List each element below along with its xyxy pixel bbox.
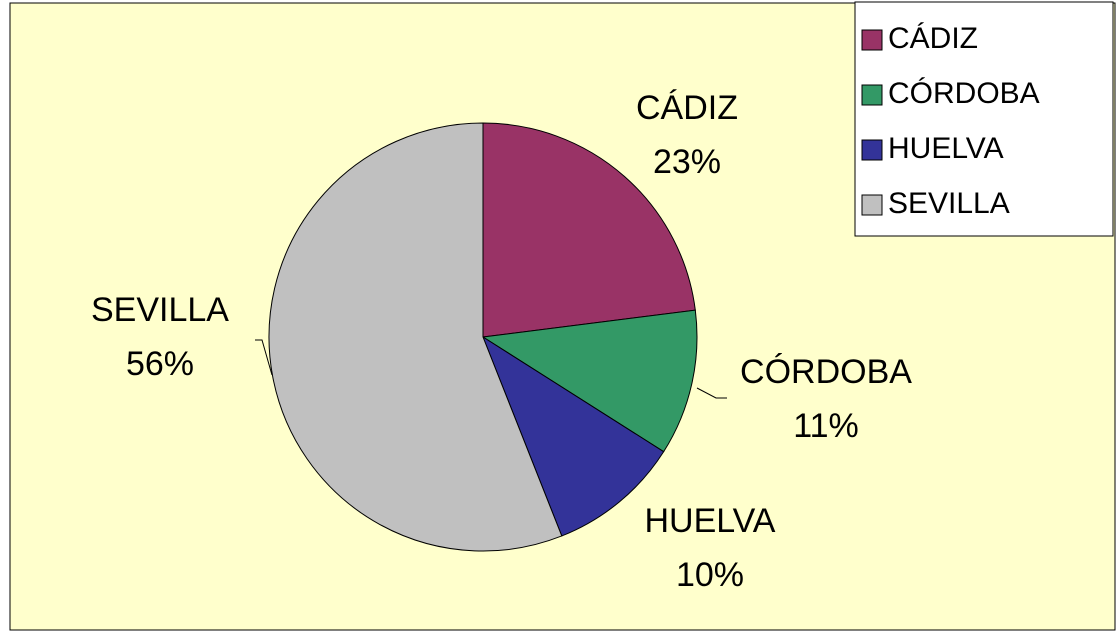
legend-label: CÁDIZ [888, 22, 978, 55]
slice-value-label: 10% [676, 556, 744, 594]
slice-value-label: 11% [793, 407, 859, 445]
legend-swatch [861, 29, 883, 51]
legend-label: HUELVA [888, 132, 1004, 165]
legend-swatch [861, 139, 883, 161]
pie-slice [268, 122, 563, 552]
pie [268, 122, 698, 552]
slice-label: SEVILLA [91, 291, 229, 329]
legend [854, 1, 1114, 237]
slice-label: CÓRDOBA [740, 353, 912, 391]
legend-label: SEVILLA [888, 187, 1010, 220]
slice-value-label: 56% [126, 345, 194, 383]
data-labels: CÁDIZ 23% CÓRDOBA 11% HUELVA 10% SEVILLA 56% [91, 89, 912, 594]
leader-line [696, 387, 727, 399]
pie-slice [481, 335, 665, 537]
pie-slice [481, 309, 698, 453]
legend-swatch [861, 84, 883, 106]
slice-label: HUELVA [644, 502, 775, 540]
slice-value-label: 23% [653, 143, 721, 181]
slice-label: CÁDIZ [636, 89, 738, 127]
legend-entries: CÁDIZ CÓRDOBA HUELVA SEVILLA [861, 22, 1040, 220]
legend-swatch [861, 194, 883, 216]
leader-line [255, 339, 273, 376]
legend-label: CÓRDOBA [888, 77, 1040, 110]
pie-slice [482, 122, 696, 338]
